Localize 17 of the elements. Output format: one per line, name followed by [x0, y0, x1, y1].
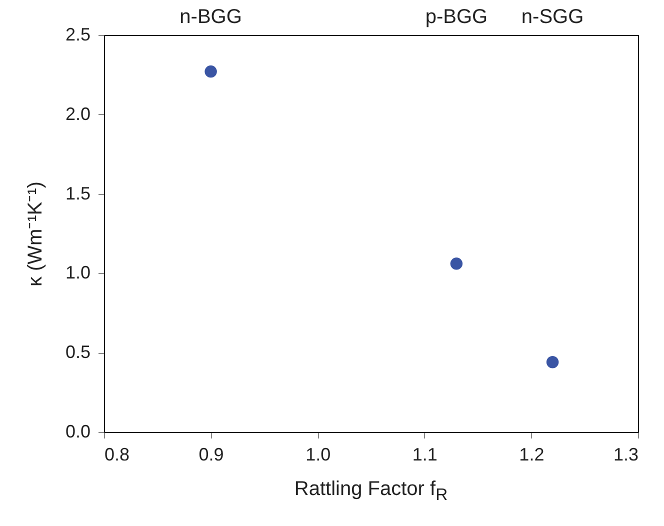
y-tick-label: 0.0 — [65, 422, 90, 442]
x-tick-label: 0.9 — [198, 444, 224, 464]
y-axis-title: κ (Wm⁻¹K⁻¹) — [24, 181, 46, 287]
y-tick-label: 1.5 — [65, 183, 90, 204]
text: n-BGG — [180, 6, 242, 28]
x-tick-label: 1.2 — [519, 444, 544, 464]
y-tick-label: 2.5 — [65, 24, 90, 44]
x-tick-label: 1.0 — [306, 444, 331, 464]
text: p-BGG — [425, 6, 488, 28]
text: n-SGG — [521, 6, 584, 28]
y-tick-label: 2.0 — [65, 104, 90, 124]
x-tick-label: 1.3 — [613, 444, 638, 464]
y-tick-label: 1.0 — [65, 262, 90, 283]
x-tick-label: 0.8 — [104, 444, 130, 464]
x-tick-label: 1.1 — [412, 444, 438, 464]
y-tick-label: 0.5 — [65, 342, 90, 362]
x-axis-title: Rattling Factor f$_{R}$ — [293, 478, 449, 505]
